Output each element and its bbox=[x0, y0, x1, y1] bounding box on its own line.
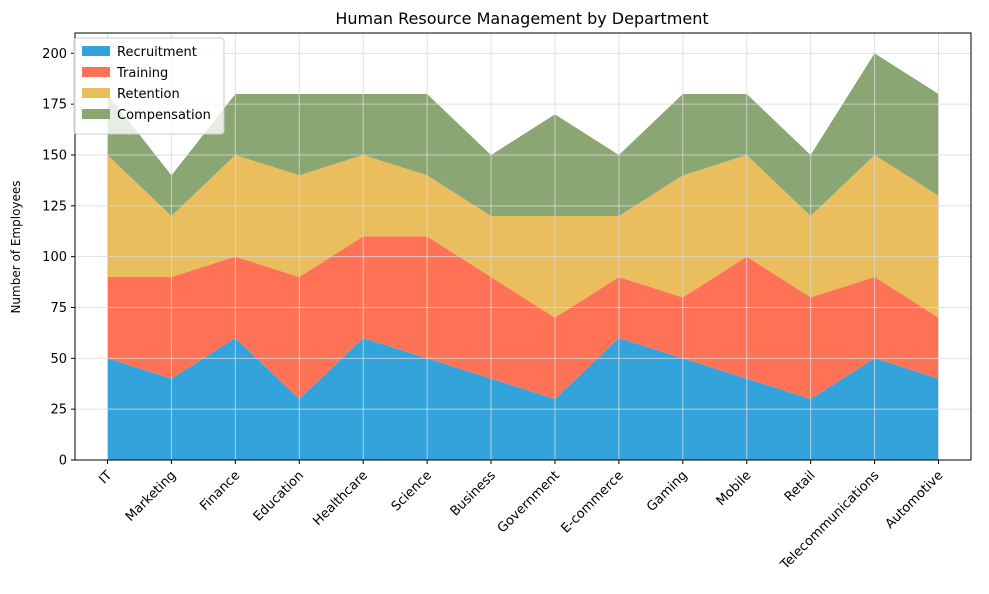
legend-swatch-training bbox=[82, 67, 110, 77]
y-tick-label: 0 bbox=[59, 454, 67, 469]
legend-box bbox=[73, 37, 225, 135]
area-recruitment bbox=[107, 338, 939, 460]
area-compensation bbox=[107, 53, 939, 216]
chart-title: Human Resource Management by Department bbox=[335, 9, 708, 28]
legend-label-recruitment: Recruitment bbox=[117, 45, 197, 60]
y-tick-label: 150 bbox=[42, 149, 67, 164]
y-axis: 0 25 50 75 100 125 150 175 200 bbox=[42, 47, 75, 469]
plot-frame bbox=[74, 32, 972, 461]
y-tick-label: 75 bbox=[50, 301, 67, 316]
y-axis-label: Number of Employees bbox=[9, 180, 23, 313]
y-tick-label: 50 bbox=[50, 352, 67, 367]
legend-swatch-recruitment bbox=[82, 46, 110, 56]
y-tick-label: 200 bbox=[42, 47, 67, 62]
legend-label-compensation: Compensation bbox=[117, 108, 211, 123]
y-tick-label: 175 bbox=[42, 98, 67, 113]
area-retention bbox=[107, 155, 939, 318]
y-tick-label: 100 bbox=[42, 250, 67, 265]
y-tick-label: 25 bbox=[50, 403, 67, 418]
legend-label-training: Training bbox=[116, 66, 168, 81]
y-tick-label: 125 bbox=[42, 199, 67, 214]
legend-swatch-compensation bbox=[82, 109, 110, 119]
legend-label-retention: Retention bbox=[117, 87, 180, 102]
grid-layer bbox=[75, 33, 971, 461]
legend-swatch-retention bbox=[82, 88, 110, 98]
legend: Recruitment Training Retention Compensation bbox=[73, 37, 225, 135]
